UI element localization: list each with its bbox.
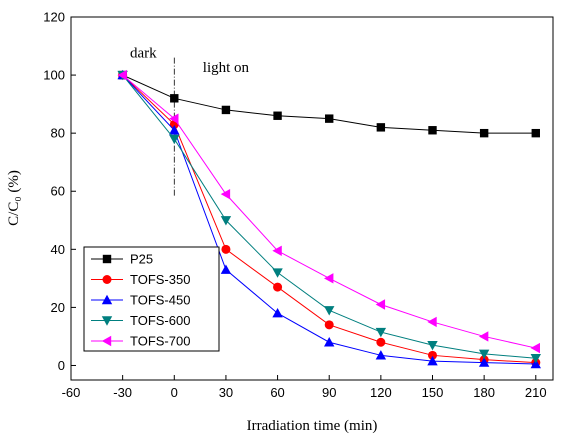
x-tick-label: 60 — [270, 385, 284, 400]
data-point-tofs-450 — [169, 125, 180, 135]
data-point-tofs-700 — [478, 331, 489, 342]
data-point-tofs-700 — [427, 316, 437, 328]
series-tofs-700 — [117, 69, 540, 354]
y-tick-label: 20 — [51, 300, 65, 315]
x-tick-label: 30 — [219, 385, 233, 400]
data-point-tofs-600 — [427, 340, 438, 351]
legend-marker-tofs-450 — [101, 294, 113, 305]
data-point-tofs-700 — [324, 273, 334, 284]
data-point-tofs-450 — [478, 357, 490, 367]
data-point-tofs-450 — [530, 358, 541, 369]
legend-marker-tofs-700 — [101, 335, 112, 347]
data-point-tofs-700 — [169, 113, 179, 124]
data-point-p25 — [376, 123, 386, 132]
data-point-tofs-600 — [169, 134, 180, 145]
data-point-tofs-450 — [375, 350, 387, 360]
legend-label-p25: P25 — [130, 252, 153, 267]
data-point-tofs-600 — [375, 327, 387, 338]
data-point-tofs-600 — [478, 349, 490, 360]
data-point-tofs-700 — [117, 69, 127, 81]
data-point-tofs-350 — [428, 350, 437, 360]
data-point-p25 — [325, 114, 334, 123]
legend-label-tofs-350: TOFS-350 — [130, 272, 190, 287]
legend-marker-tofs-350 — [102, 275, 112, 284]
data-point-tofs-350 — [376, 337, 386, 347]
legend-label-tofs-450: TOFS-450 — [130, 293, 190, 308]
series-tofs-450 — [117, 69, 541, 369]
data-point-p25 — [273, 111, 282, 120]
x-tick-label: 90 — [322, 385, 336, 400]
legend-label-tofs-600: TOFS-600 — [130, 313, 190, 328]
annotation-light-on: light on — [203, 60, 250, 76]
x-tick-label: 210 — [525, 385, 547, 400]
data-point-tofs-450 — [324, 337, 335, 347]
data-point-p25 — [531, 128, 540, 138]
x-tick-label: 0 — [171, 385, 178, 400]
data-point-tofs-450 — [220, 264, 232, 274]
data-point-tofs-600 — [324, 306, 335, 316]
data-point-tofs-700 — [375, 299, 386, 310]
data-point-tofs-350 — [273, 282, 283, 292]
data-point-p25 — [479, 128, 489, 138]
legend-marker-tofs-600 — [101, 316, 113, 326]
axis-ticks: -60 -30 0 30 60 90 120 150 180 210 0 20 40 60 80 100 120 — [43, 10, 546, 401]
data-point-tofs-450 — [427, 355, 438, 366]
data-point-tofs-600 — [220, 216, 232, 226]
series-p25 — [118, 70, 540, 138]
data-point-tofs-600 — [530, 354, 541, 364]
data-point-tofs-700 — [530, 342, 540, 354]
annotation-dark: dark — [130, 46, 157, 62]
data-point-tofs-600 — [272, 268, 283, 278]
plot-frame — [70, 16, 554, 381]
series-layer — [117, 69, 541, 369]
legend-marker-p25 — [102, 254, 112, 264]
x-tick-label: 150 — [422, 385, 444, 400]
x-axis-title: Irradiation time (min) — [247, 418, 378, 434]
y-tick-label: 40 — [51, 242, 65, 257]
data-point-tofs-350 — [324, 320, 334, 330]
series-line-p25 — [122, 74, 536, 134]
x-tick-label: -60 — [62, 385, 81, 400]
y-tick-label: 100 — [43, 68, 65, 83]
data-point-tofs-450 — [272, 308, 283, 318]
series-tofs-600 — [117, 70, 541, 364]
y-axis-title: C/C₀ (%) — [6, 170, 22, 226]
x-tick-label: -30 — [113, 385, 132, 400]
data-point-p25 — [221, 105, 231, 115]
data-point-tofs-350 — [221, 244, 231, 254]
data-point-p25 — [170, 94, 179, 103]
y-tick-label: 120 — [43, 10, 65, 25]
data-point-tofs-700 — [220, 188, 231, 200]
y-tick-label: 80 — [51, 126, 65, 141]
x-tick-label: 120 — [370, 385, 392, 400]
data-point-p25 — [428, 126, 437, 135]
y-tick-label: 60 — [51, 184, 65, 199]
data-point-tofs-700 — [272, 245, 282, 256]
y-tick-label: 0 — [58, 358, 65, 373]
x-tick-label: 180 — [473, 385, 495, 400]
legend-label-tofs-700: TOFS-700 — [130, 334, 190, 349]
legend: P25 TOFS-350 TOFS-450 TOFS-600 TOFS-700 — [83, 246, 220, 352]
